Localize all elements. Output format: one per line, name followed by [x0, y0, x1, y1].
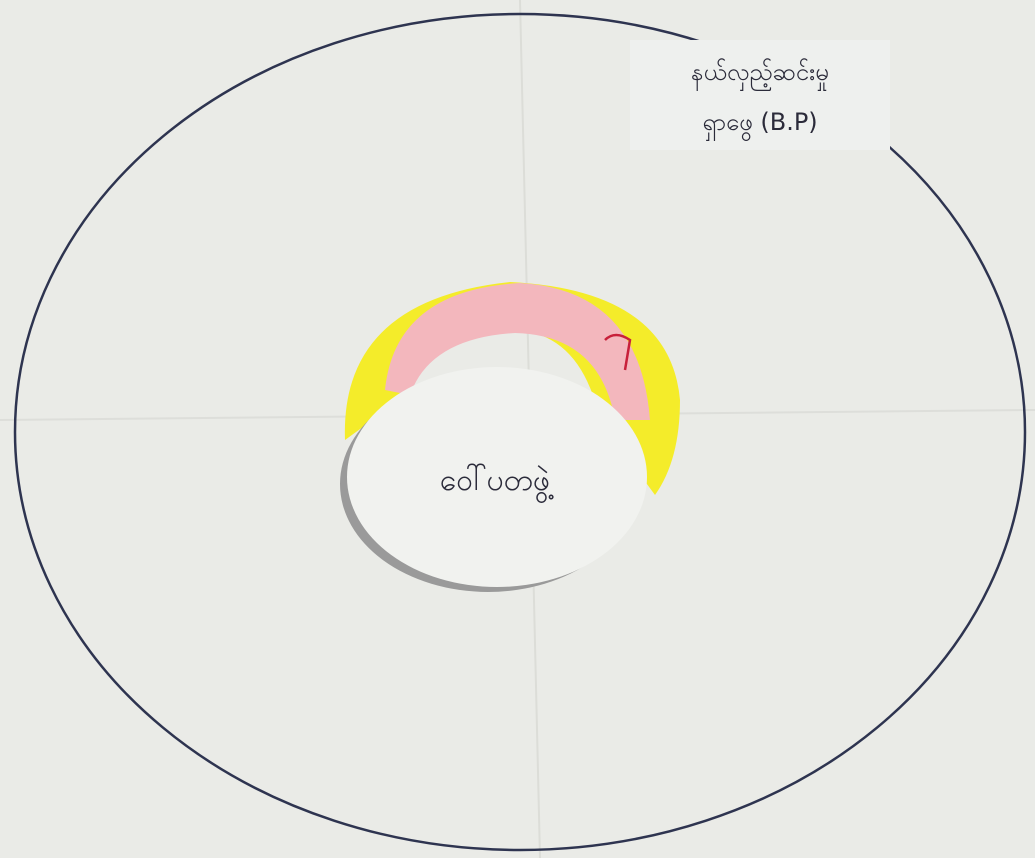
page: ဝေါ်ပတဖွဲ့ နယ်လှည့်ဆင်းမှု ရှာဖွေ (B.P) … [0, 0, 1035, 858]
center-label: ဝေါ်ပတဖွဲ့ [440, 462, 553, 504]
photo: ဝေါ်ပတဖွဲ့ နယ်လှည့်ဆင်းမှု ရှာဖွေ (B.P) [0, 0, 1035, 858]
